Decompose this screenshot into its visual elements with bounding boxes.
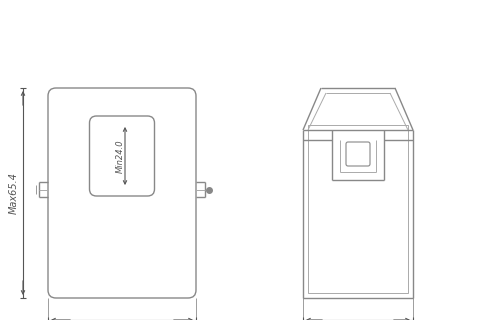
Text: Min24.0: Min24.0 [115, 139, 124, 173]
Bar [308, 125, 408, 293]
Text: Max65.4: Max65.4 [9, 172, 19, 214]
